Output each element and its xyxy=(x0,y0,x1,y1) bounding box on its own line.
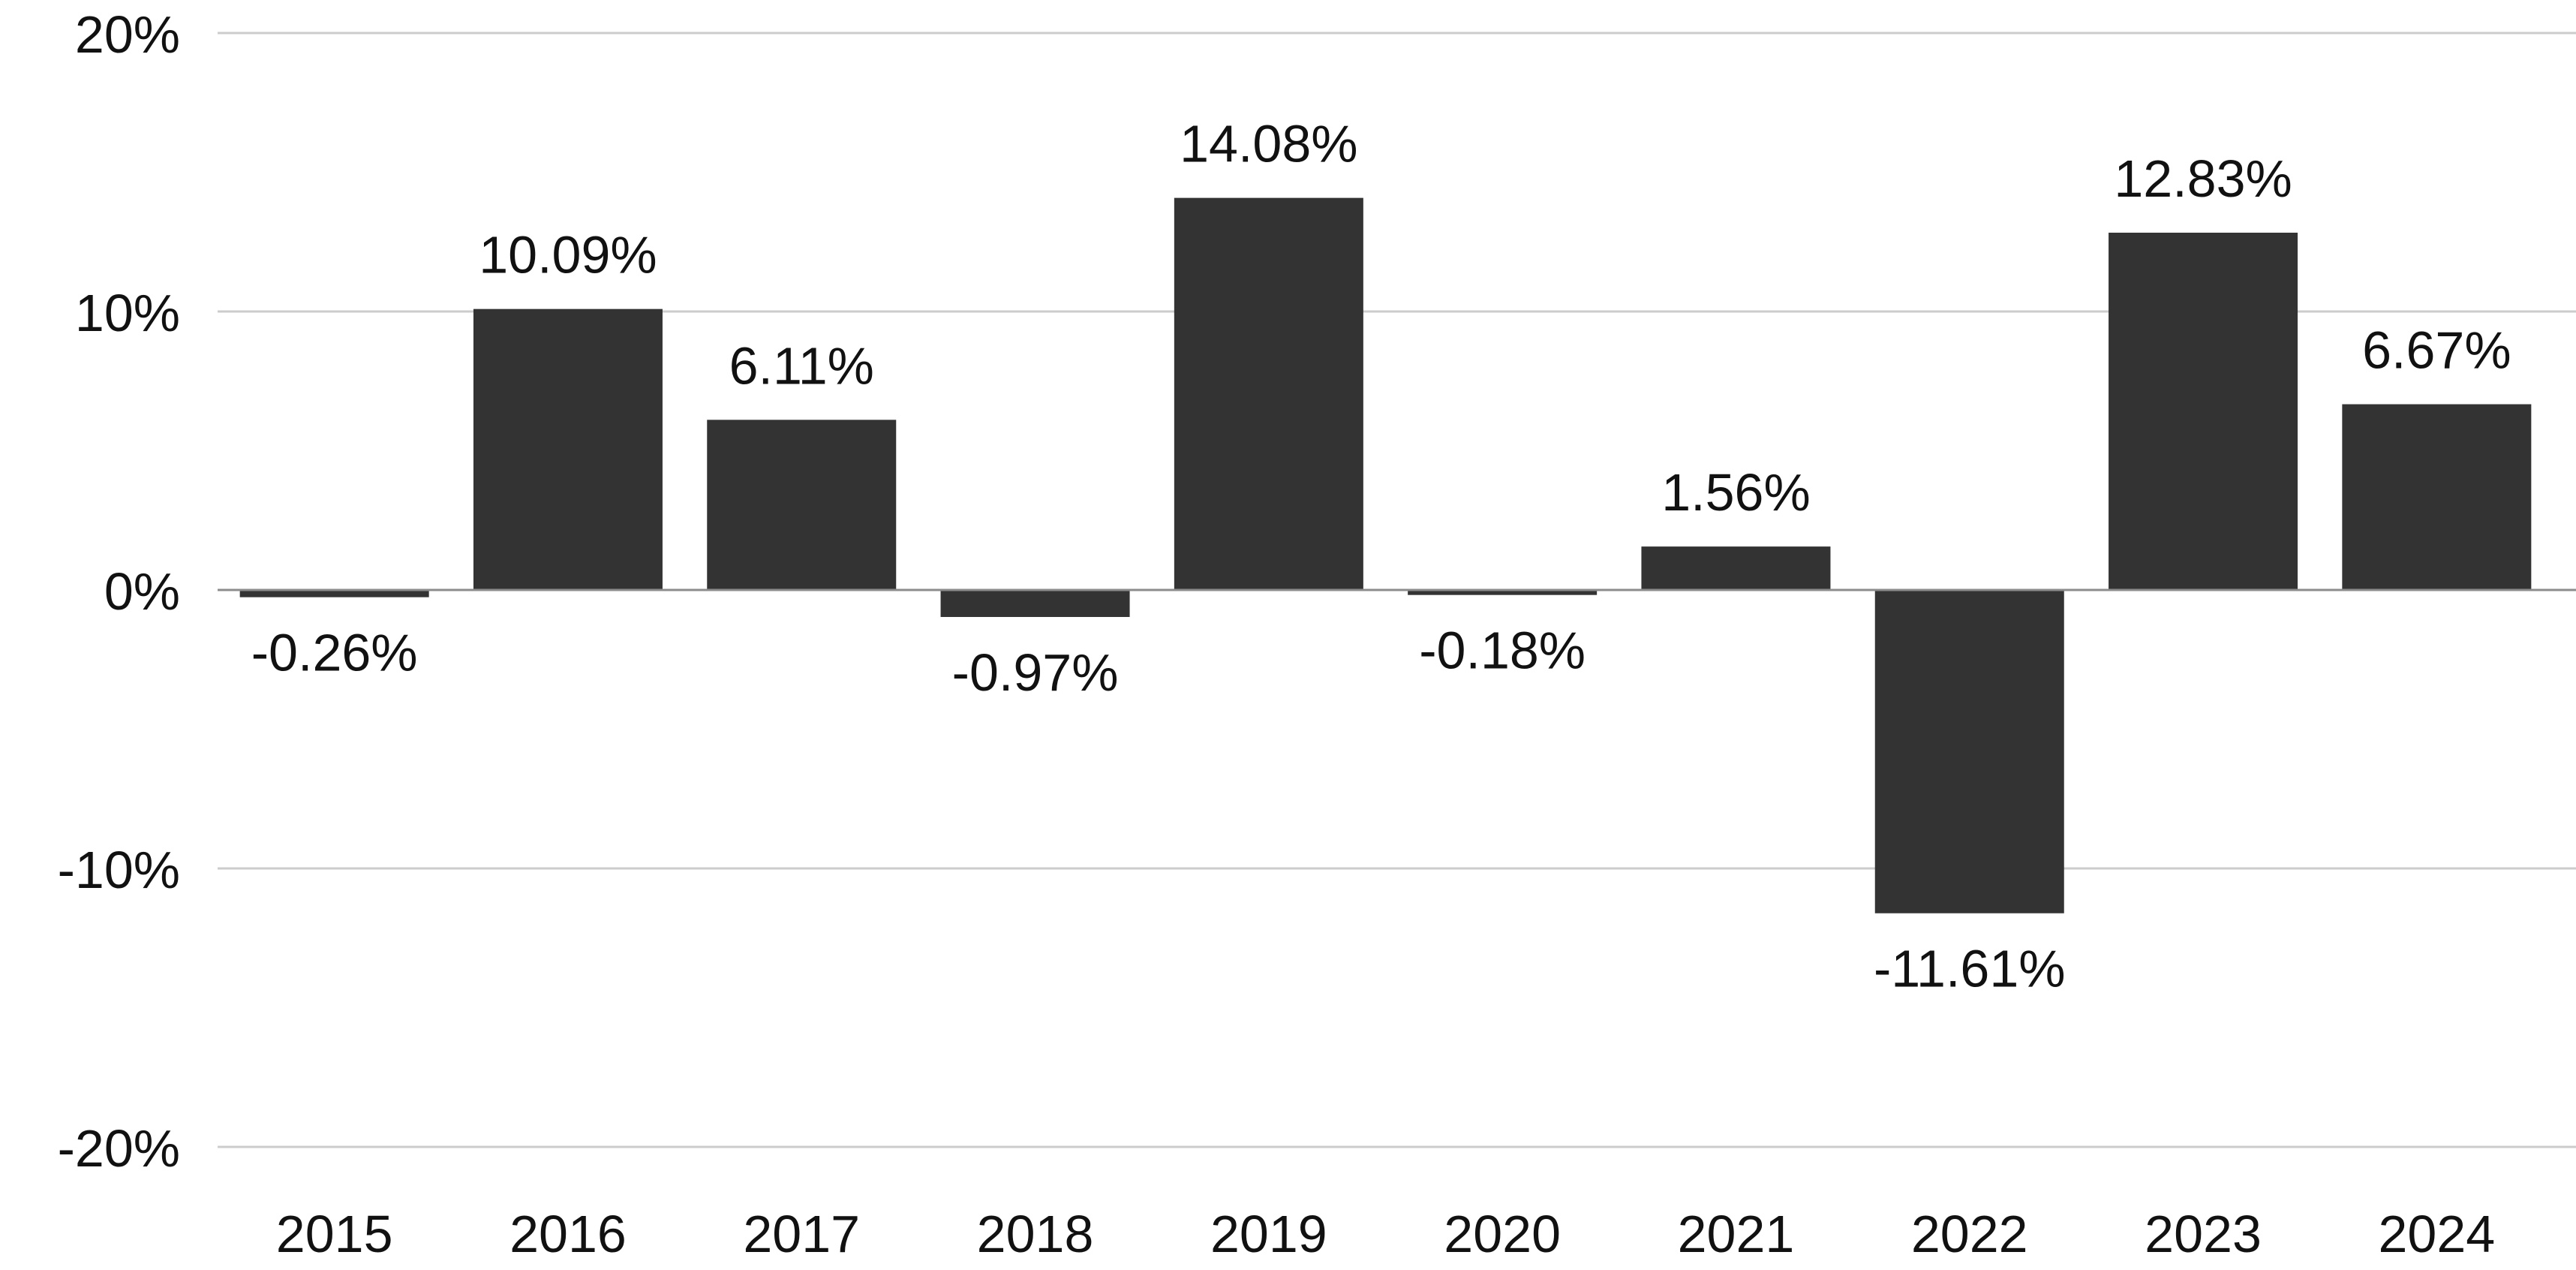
data-label: -0.18% xyxy=(1419,621,1586,680)
x-tick-label: 2016 xyxy=(509,1205,627,1263)
y-axis-ticks: 20% 10% 0% -10% -20% xyxy=(58,5,180,1178)
y-tick-label: 20% xyxy=(75,5,180,64)
x-tick-label: 2018 xyxy=(977,1205,1094,1263)
bar xyxy=(2342,404,2532,590)
x-tick-label: 2020 xyxy=(1444,1205,1561,1263)
y-tick-label: 10% xyxy=(75,284,180,342)
y-tick-label: 0% xyxy=(104,562,180,621)
data-label: 6.11% xyxy=(729,336,874,395)
bar xyxy=(1174,197,1363,591)
data-label: 14.08% xyxy=(1180,115,1357,173)
data-label: -0.26% xyxy=(251,624,418,682)
y-tick-label: -10% xyxy=(58,841,180,899)
x-tick-label: 2023 xyxy=(2145,1205,2262,1263)
data-label: -0.97% xyxy=(952,643,1119,702)
bar xyxy=(239,590,429,597)
x-axis-ticks: 2015 2016 2017 2018 2019 2020 2021 2022 2023 2024 xyxy=(276,1205,2495,1263)
data-label: 10.09% xyxy=(479,226,657,284)
x-tick-label: 2019 xyxy=(1210,1205,1327,1263)
y-tick-label: -20% xyxy=(58,1119,180,1178)
data-label: -11.61% xyxy=(1874,940,2066,998)
bar xyxy=(1408,590,1598,595)
bar xyxy=(2109,233,2298,590)
bar xyxy=(940,590,1130,617)
data-label: 1.56% xyxy=(1661,463,1810,522)
x-tick-label: 2024 xyxy=(2378,1205,2495,1263)
x-tick-label: 2021 xyxy=(1678,1205,1795,1263)
bar xyxy=(1641,546,1831,590)
x-tick-label: 2015 xyxy=(276,1205,393,1263)
bar xyxy=(473,308,663,590)
data-labels: -0.26% 10.09% 6.11% -0.97% 14.08% -0.18% 1.56%… xyxy=(251,115,2511,998)
x-tick-label: 2022 xyxy=(1911,1205,2028,1263)
bar xyxy=(707,420,897,590)
data-label: 6.67% xyxy=(2362,321,2511,380)
bars xyxy=(239,197,2532,913)
x-tick-label: 2017 xyxy=(743,1205,860,1263)
bar xyxy=(1874,590,2064,913)
data-label: 12.83% xyxy=(2114,149,2292,208)
